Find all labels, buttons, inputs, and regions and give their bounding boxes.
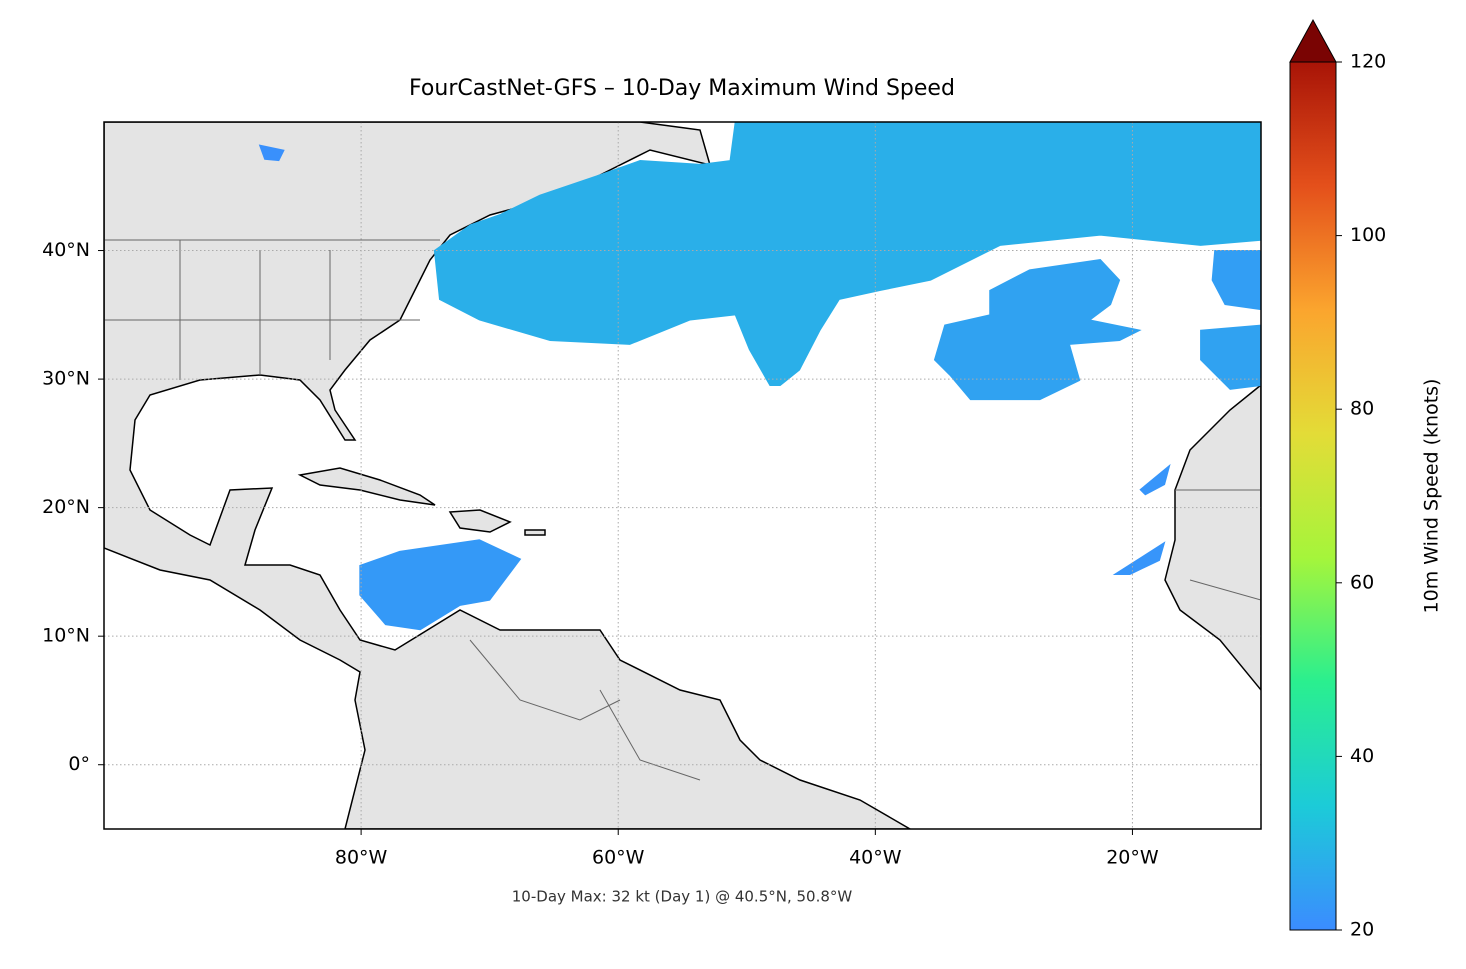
- wind-region: [258, 144, 285, 162]
- y-tick-label: 0°: [68, 753, 90, 775]
- y-tick-label: 30°N: [42, 368, 90, 390]
- colorbar-tick-label: 40: [1350, 745, 1374, 767]
- y-tick-label: 10°N: [42, 625, 90, 647]
- colorbar-extend: [1289, 18, 1337, 63]
- island: [448, 509, 512, 533]
- annotation: 10-Day Max: 32 kt (Day 1) @ 40.5°N, 50.8…: [512, 888, 853, 906]
- x-tick-label: 20°W: [1106, 847, 1159, 869]
- y-tick-label: 40°N: [42, 239, 90, 261]
- colorbar-label: 10m Wind Speed (knots): [1421, 379, 1443, 614]
- land: [1164, 384, 1261, 692]
- colorbar-tick-label: 80: [1350, 398, 1374, 420]
- wind-region: [1200, 324, 1261, 390]
- x-tick-label: 60°W: [592, 847, 645, 869]
- colorbar: [1289, 61, 1337, 931]
- island: [297, 467, 436, 506]
- x-tick-label: 40°W: [849, 847, 902, 869]
- borders: [104, 239, 1261, 781]
- land: [104, 122, 912, 829]
- chart-title: FourCastNet-GFS – 10-Day Maximum Wind Sp…: [409, 76, 955, 101]
- map: 80°W 60°W 40°W 20°W 0° 10°N 20°N 30°N 40°N: [42, 121, 1262, 869]
- y-tick-label: 20°N: [42, 496, 90, 518]
- wind-region: [433, 122, 1261, 387]
- wind-region: [1112, 541, 1166, 575]
- x-tick-label: 80°W: [335, 847, 388, 869]
- graticule: 80°W 60°W 40°W 20°W 0° 10°N 20°N 30°N 40°N: [42, 122, 1261, 869]
- wind-region: [933, 259, 1142, 401]
- wind-region: [359, 539, 522, 631]
- map-frame: [103, 121, 1262, 830]
- land-layer: [104, 122, 1261, 829]
- colorbar-tick-label: 120: [1350, 51, 1386, 73]
- wind-region: [1139, 463, 1171, 496]
- wind-region: [1211, 250, 1261, 311]
- colorbar-tick-label: 20: [1350, 919, 1374, 941]
- colorbar-tick-label: 60: [1350, 571, 1374, 593]
- colorbar-tick-label: 100: [1350, 224, 1386, 246]
- island: [524, 529, 546, 536]
